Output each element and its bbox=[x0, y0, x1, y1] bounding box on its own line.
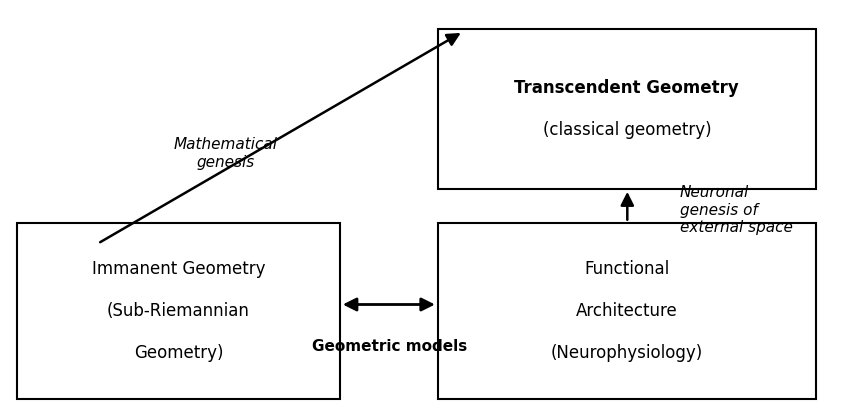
Text: Functional: Functional bbox=[584, 260, 670, 278]
Text: Mathematical
genesis: Mathematical genesis bbox=[173, 137, 277, 170]
Text: Neuronal
genesis of
external space: Neuronal genesis of external space bbox=[680, 185, 793, 235]
Text: Transcendent Geometry: Transcendent Geometry bbox=[514, 79, 740, 97]
FancyBboxPatch shape bbox=[17, 223, 340, 399]
Text: Architecture: Architecture bbox=[576, 302, 677, 320]
Text: Geometry): Geometry) bbox=[133, 344, 224, 362]
FancyBboxPatch shape bbox=[438, 29, 816, 189]
Text: (Neurophysiology): (Neurophysiology) bbox=[551, 344, 703, 362]
Text: Geometric models: Geometric models bbox=[312, 339, 467, 354]
Text: Immanent Geometry: Immanent Geometry bbox=[92, 260, 265, 278]
Text: (Sub-Riemannian: (Sub-Riemannian bbox=[107, 302, 250, 320]
Text: (classical geometry): (classical geometry) bbox=[542, 121, 711, 139]
FancyBboxPatch shape bbox=[438, 223, 816, 399]
